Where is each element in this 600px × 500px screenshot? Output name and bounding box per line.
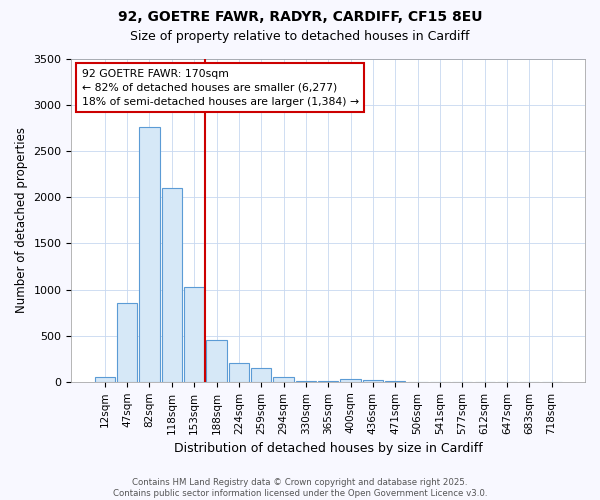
Y-axis label: Number of detached properties: Number of detached properties [15, 128, 28, 314]
Bar [162, 188, 182, 382]
Bar [206, 340, 227, 382]
Text: Contains HM Land Registry data © Crown copyright and database right 2025.
Contai: Contains HM Land Registry data © Crown c… [113, 478, 487, 498]
Bar [95, 377, 115, 382]
Text: Size of property relative to detached houses in Cardiff: Size of property relative to detached ho… [130, 30, 470, 43]
Bar [184, 287, 204, 382]
Bar [229, 364, 249, 382]
Bar [251, 368, 271, 382]
Bar [274, 377, 293, 382]
Bar [117, 304, 137, 382]
Bar [340, 379, 361, 382]
Text: 92 GOETRE FAWR: 170sqm
← 82% of detached houses are smaller (6,277)
18% of semi-: 92 GOETRE FAWR: 170sqm ← 82% of detached… [82, 68, 359, 106]
Text: 92, GOETRE FAWR, RADYR, CARDIFF, CF15 8EU: 92, GOETRE FAWR, RADYR, CARDIFF, CF15 8E… [118, 10, 482, 24]
X-axis label: Distribution of detached houses by size in Cardiff: Distribution of detached houses by size … [174, 442, 482, 455]
Bar [363, 380, 383, 382]
Bar [139, 128, 160, 382]
